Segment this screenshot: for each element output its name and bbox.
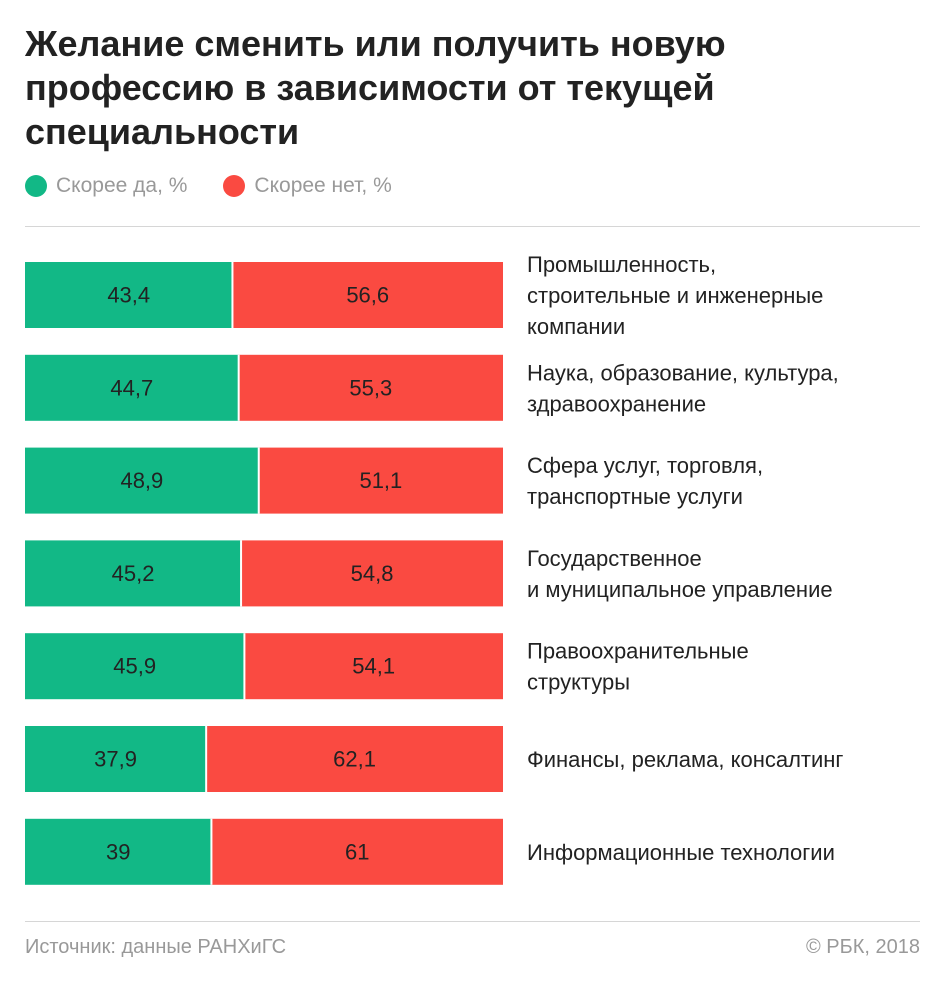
bar-segment-no-1 <box>232 262 503 328</box>
data-label-yes-5: 45,9 <box>113 654 156 679</box>
bar-segment-yes-4 <box>25 540 242 607</box>
bar-segment-no-5 <box>244 633 503 700</box>
legend-swatch-no <box>223 175 246 197</box>
category-label-line: здравоохранение <box>527 391 706 416</box>
bar-segment-yes-1 <box>25 262 233 328</box>
bar-segment-no-7 <box>211 818 504 885</box>
legend-item-yes: Скорее да, % <box>25 174 187 198</box>
top-divider <box>25 226 920 227</box>
bar-segment-no-6 <box>206 726 503 792</box>
data-label-no-7: 61 <box>345 839 369 864</box>
data-label-yes-6: 37,9 <box>94 747 137 772</box>
bar-segment-yes-2 <box>25 354 239 421</box>
legend-item-no: Скорее нет, % <box>223 174 392 198</box>
bar-segment-no-2 <box>238 354 504 421</box>
category-label-line: Правоохранительные <box>527 638 749 663</box>
category-label-4: Государственное и муниципальное управлени… <box>527 545 833 601</box>
bar-segment-yes-7 <box>25 818 212 885</box>
category-label-6: Финансы, реклама, консалтинг <box>527 747 843 772</box>
data-label-yes-7: 39 <box>106 839 130 864</box>
bar-segment-no-4 <box>241 540 503 607</box>
bar-segment-yes-5 <box>25 633 245 700</box>
data-label-no-4: 54,8 <box>351 561 394 586</box>
category-label-line: транспортные услуги <box>527 484 743 509</box>
bar-segment-no-3 <box>258 447 503 514</box>
copyright: © РБК, 2018 <box>805 936 920 958</box>
category-label-line: Промышленность, <box>527 252 716 277</box>
category-label-line: и муниципальное управление <box>527 576 833 601</box>
chart-title: Желание сменить или получить новую профе… <box>25 23 726 152</box>
source-note: Источник: данные РАНХиГС <box>25 936 287 958</box>
data-label-no-5: 54,1 <box>352 654 395 679</box>
category-label-2: Наука, образование, культура, здравоохран… <box>527 360 839 416</box>
data-label-yes-2: 44,7 <box>110 375 153 400</box>
bar-segment-yes-6 <box>25 726 207 792</box>
category-label-line: Финансы, реклама, консалтинг <box>527 747 843 772</box>
category-label-1: Промышленность, строительные и инженерные… <box>527 252 823 339</box>
category-label-line: Сфера услуг, торговля, <box>527 453 763 478</box>
legend-label-yes: Скорее да, % <box>56 174 188 197</box>
data-label-yes-4: 45,2 <box>112 561 155 586</box>
data-label-yes-1: 43,4 <box>107 283 150 308</box>
data-label-no-2: 55,3 <box>349 375 392 400</box>
category-label-3: Сфера услуг, торговля, транспортные услуг… <box>527 453 763 509</box>
data-label-no-3: 51,1 <box>359 468 402 493</box>
data-label-yes-3: 48,9 <box>120 468 163 493</box>
legend: Скорее да, % Скорее нет, % <box>25 172 428 200</box>
data-label-no-1: 56,6 <box>346 283 389 308</box>
legend-label-no: Скорее нет, % <box>254 174 392 197</box>
data-label-no-6: 62,1 <box>333 747 376 772</box>
bar-segment-yes-3 <box>25 447 259 514</box>
category-label-line: компании <box>527 314 625 339</box>
legend-swatch-yes <box>25 175 47 197</box>
category-label-line: Государственное <box>527 545 702 570</box>
category-label-5: Правоохранительные структуры <box>527 638 749 694</box>
category-label-line: структуры <box>527 669 630 694</box>
category-label-line: Информационные технологии <box>527 839 835 864</box>
category-label-line: Наука, образование, культура, <box>527 360 839 385</box>
bottom-divider <box>25 921 920 922</box>
category-label-7: Информационные технологии <box>527 839 835 864</box>
category-label-line: строительные и инженерные <box>527 283 823 308</box>
